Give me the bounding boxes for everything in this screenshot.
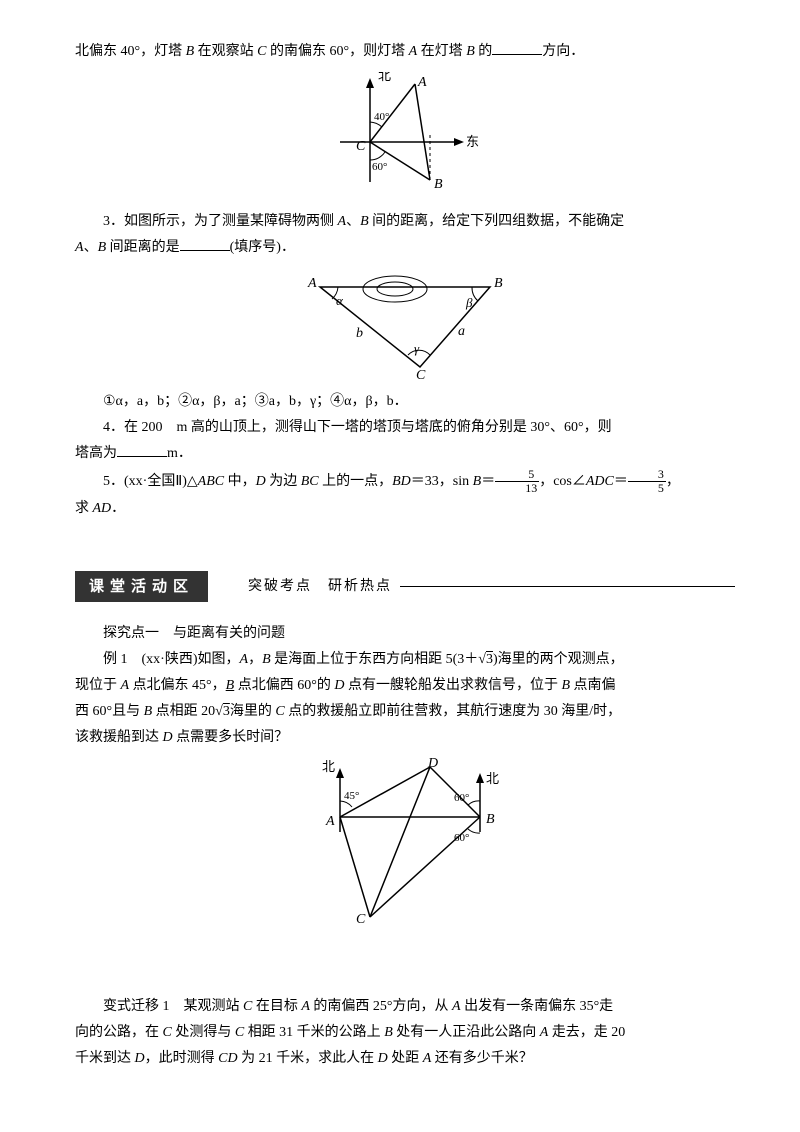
svg-text:北: 北 xyxy=(378,72,391,83)
p1-a: 北偏东 40°，灯塔 xyxy=(75,44,186,59)
svg-text:45°: 45° xyxy=(344,790,359,802)
problem-2-continued: 北偏东 40°，灯塔 B 在观察站 C 的南偏东 60°，则灯塔 A 在灯塔 B… xyxy=(75,40,735,64)
svg-text:A: A xyxy=(325,814,335,829)
blank-3 xyxy=(117,443,167,457)
p1-e: 的 xyxy=(475,44,493,59)
example-1-l3: 西 60°且与 B 点相距 20√3海里的 C 点的救援船立即前往营救，其航行速… xyxy=(75,700,735,724)
svg-text:C: C xyxy=(356,912,366,927)
section-line xyxy=(400,586,735,587)
figure-3-rescue: 北 北 A B C D 45° 60° 60° xyxy=(75,757,735,927)
blank-2 xyxy=(180,237,230,251)
problem-5: 5．(xx·全国Ⅱ)△ABC 中，D 为边 BC 上的一点，BD＝33，sin … xyxy=(75,468,735,495)
explore-title: 探究点一 与距离有关的问题 xyxy=(75,622,735,646)
frac-2: 35 xyxy=(628,468,666,495)
svg-text:A: A xyxy=(307,276,317,291)
example-1: 例 1 (xx·陕西)如图，A，B 是海面上位于东西方向相距 5(3＋√3)海里… xyxy=(75,648,735,672)
p1-i3: A xyxy=(409,44,418,59)
variant-1-l3: 千米到达 D，此时测得 CD 为 21 千米，求此人在 D 处距 A 还有多少千… xyxy=(75,1047,735,1071)
example-1-l4: 该救援船到达 D 点需要多长时间？ xyxy=(75,726,735,750)
svg-text:北: 北 xyxy=(322,759,335,774)
problem-4-line2: 塔高为m． xyxy=(75,442,735,466)
frac-1: 513 xyxy=(495,468,539,495)
problem-3-options: ①α，a，b；②α，β，a；③a，b，γ；④α，β，b． xyxy=(75,390,735,414)
fig2-svg: A B C α β γ a b xyxy=(300,267,510,382)
problem-3-line2: A、B 间距离的是(填序号)． xyxy=(75,236,735,260)
figure-2-triangle: A B C α β γ a b xyxy=(75,267,735,382)
p1-i4: B xyxy=(466,44,475,59)
svg-text:40°: 40° xyxy=(374,111,389,123)
figure-1-compass: 北 东 A B C 40° 60° xyxy=(75,72,735,202)
svg-text:b: b xyxy=(356,326,363,341)
svg-text:γ: γ xyxy=(414,341,420,356)
svg-text:β: β xyxy=(465,295,473,310)
svg-text:东: 东 xyxy=(466,134,479,149)
example-1-l2: 现位于 A 点北偏东 45°，B 点北偏西 60°的 D 点有一艘轮船发出求救信… xyxy=(75,674,735,698)
blank-1 xyxy=(492,41,542,55)
svg-text:D: D xyxy=(427,757,438,771)
fig1-svg: 北 东 A B C 40° 60° xyxy=(330,72,480,202)
p1-c: 的南偏东 60°，则灯塔 xyxy=(267,44,409,59)
p1-d: 在灯塔 xyxy=(417,44,466,59)
svg-text:B: B xyxy=(434,177,443,192)
svg-text:60°: 60° xyxy=(454,792,469,804)
problem-5-line2: 求 AD． xyxy=(75,497,735,521)
p1-i1: B xyxy=(186,44,195,59)
problem-3: 3．如图所示，为了测量某障碍物两侧 A、B 间的距离，给定下列四组数据，不能确定 xyxy=(75,210,735,234)
p1-i2: C xyxy=(257,44,266,59)
svg-text:60°: 60° xyxy=(454,832,469,844)
svg-text:B: B xyxy=(494,276,503,291)
svg-text:B: B xyxy=(486,812,495,827)
variant-1: 变式迁移 1 某观测站 C 在目标 A 的南偏西 25°方向，从 A 出发有一条… xyxy=(75,995,735,1019)
section-subtitle: 突破考点 研析热点 xyxy=(248,575,392,599)
svg-text:A: A xyxy=(417,75,427,90)
section-title: 课堂活动区 xyxy=(75,571,208,603)
svg-text:60°: 60° xyxy=(372,161,387,173)
section-header: 课堂活动区 突破考点 研析热点 xyxy=(75,571,735,603)
svg-text:a: a xyxy=(458,324,465,339)
svg-text:α: α xyxy=(336,293,344,308)
p1-f: 方向． xyxy=(542,44,584,59)
svg-text:C: C xyxy=(356,139,366,154)
variant-1-l2: 向的公路，在 C 处测得与 C 相距 31 千米的公路上 B 处有一人正沿此公路… xyxy=(75,1021,735,1045)
svg-text:北: 北 xyxy=(486,771,499,786)
fig3-svg: 北 北 A B C D 45° 60° 60° xyxy=(290,757,520,927)
problem-4: 4．在 200 m 高的山顶上，测得山下一塔的塔顶与塔底的俯角分别是 30°、6… xyxy=(75,416,735,440)
p1-b: 在观察站 xyxy=(194,44,257,59)
svg-text:C: C xyxy=(416,368,426,382)
